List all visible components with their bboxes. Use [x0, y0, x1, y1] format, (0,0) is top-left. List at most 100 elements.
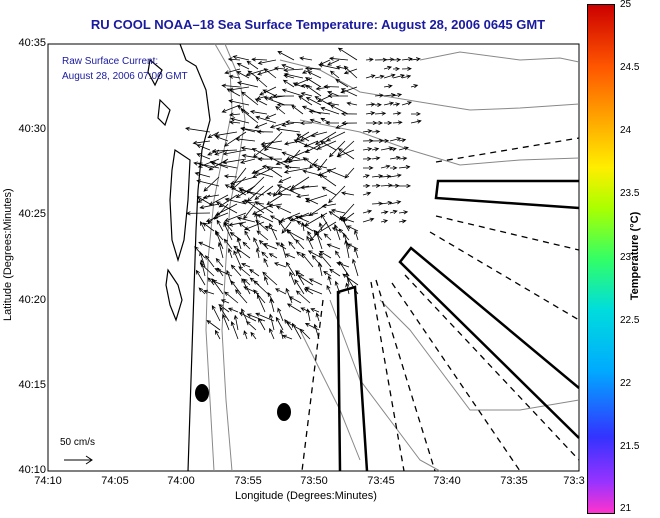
current-vector — [238, 266, 251, 277]
current-vector — [235, 185, 256, 198]
current-vector — [362, 191, 372, 196]
current-vector — [227, 247, 233, 259]
current-vector — [280, 242, 287, 259]
current-vector — [198, 241, 215, 250]
bathymetry-contours — [205, 43, 580, 472]
current-vector — [241, 91, 259, 106]
current-vector — [383, 57, 395, 62]
current-vector — [301, 68, 313, 74]
current-vector — [276, 184, 301, 196]
page-title: RU COOL NOAA–18 Sea Surface Temperature:… — [90, 17, 546, 32]
current-vector — [198, 287, 206, 295]
current-vector — [343, 65, 358, 79]
current-vector — [239, 158, 256, 164]
current-vector — [207, 131, 220, 139]
current-vector — [326, 284, 332, 295]
current-vector — [244, 199, 265, 214]
ytick: 40:30 — [18, 123, 46, 135]
current-vector — [223, 222, 233, 241]
current-vector — [389, 209, 398, 214]
current-vector — [240, 108, 259, 124]
current-vector — [235, 289, 248, 304]
current-vector — [319, 140, 337, 151]
current-vector — [243, 203, 256, 220]
current-vector — [340, 88, 358, 97]
current-vector — [214, 135, 229, 142]
current-vector — [389, 147, 397, 152]
current-vector — [278, 220, 287, 232]
current-vector — [192, 140, 211, 145]
current-vector — [276, 102, 295, 107]
colorbar-tick: 22.5 — [620, 315, 640, 326]
current-vector — [224, 184, 247, 196]
current-vector — [343, 68, 358, 75]
buoy-marker-1 — [195, 384, 209, 402]
current-vector — [305, 84, 322, 97]
current-vector — [259, 86, 277, 96]
current-vector — [256, 214, 274, 223]
current-vector — [257, 157, 283, 162]
current-vector — [275, 127, 301, 133]
current-vector — [224, 197, 247, 205]
current-vector — [374, 93, 384, 98]
ytick: 40:25 — [18, 208, 46, 220]
current-vector — [289, 271, 296, 286]
current-vector — [285, 120, 304, 125]
current-vector — [264, 225, 278, 232]
current-vector — [207, 277, 215, 286]
current-vector — [243, 278, 251, 286]
current-vector — [362, 147, 373, 152]
current-vector — [196, 196, 211, 205]
current-annotation-line1: Raw Surface Current: — [62, 56, 159, 67]
current-vector — [298, 95, 313, 106]
current-vector — [284, 253, 296, 259]
current-vector — [329, 268, 341, 277]
current-vector — [340, 191, 355, 196]
current-vector — [299, 131, 319, 142]
colorbar-label: Temperature (°C) — [629, 211, 641, 301]
current-vector — [328, 211, 346, 223]
current-vector — [266, 165, 283, 178]
current-vector — [362, 217, 375, 223]
current-vector — [257, 68, 277, 76]
current-vector — [254, 122, 268, 129]
current-vector — [226, 269, 233, 286]
current-vector — [281, 64, 295, 70]
current-vector — [321, 186, 337, 196]
current-vector — [202, 194, 220, 200]
current-vector — [236, 248, 242, 259]
current-vector — [277, 307, 284, 322]
current-vector — [281, 88, 304, 97]
current-vector — [383, 101, 395, 106]
current-vector — [283, 167, 310, 174]
current-vector — [255, 115, 277, 124]
current-vector — [220, 299, 230, 304]
current-vector — [389, 200, 402, 205]
shipping-lanes — [336, 179, 580, 472]
current-vector — [410, 57, 421, 62]
current-vector — [218, 304, 230, 313]
current-vector — [277, 185, 292, 195]
current-vector — [256, 129, 274, 134]
current-vector — [255, 247, 260, 259]
current-vector — [230, 280, 242, 295]
current-vector — [258, 239, 269, 250]
current-vector — [281, 334, 293, 340]
current-vector — [280, 212, 301, 222]
current-vector — [211, 148, 238, 154]
current-vector — [380, 210, 389, 215]
current-vector — [380, 200, 393, 206]
current-vector — [362, 129, 373, 134]
current-vector — [315, 230, 323, 250]
current-vector — [301, 252, 314, 268]
current-vector — [230, 264, 242, 277]
current-vector — [305, 97, 322, 106]
current-vector — [197, 194, 211, 203]
current-vector — [392, 111, 402, 116]
current-vector — [199, 203, 220, 210]
scale-arrow — [64, 455, 93, 465]
current-vector — [374, 102, 382, 107]
current-vector — [371, 174, 384, 179]
current-vector — [185, 126, 211, 133]
